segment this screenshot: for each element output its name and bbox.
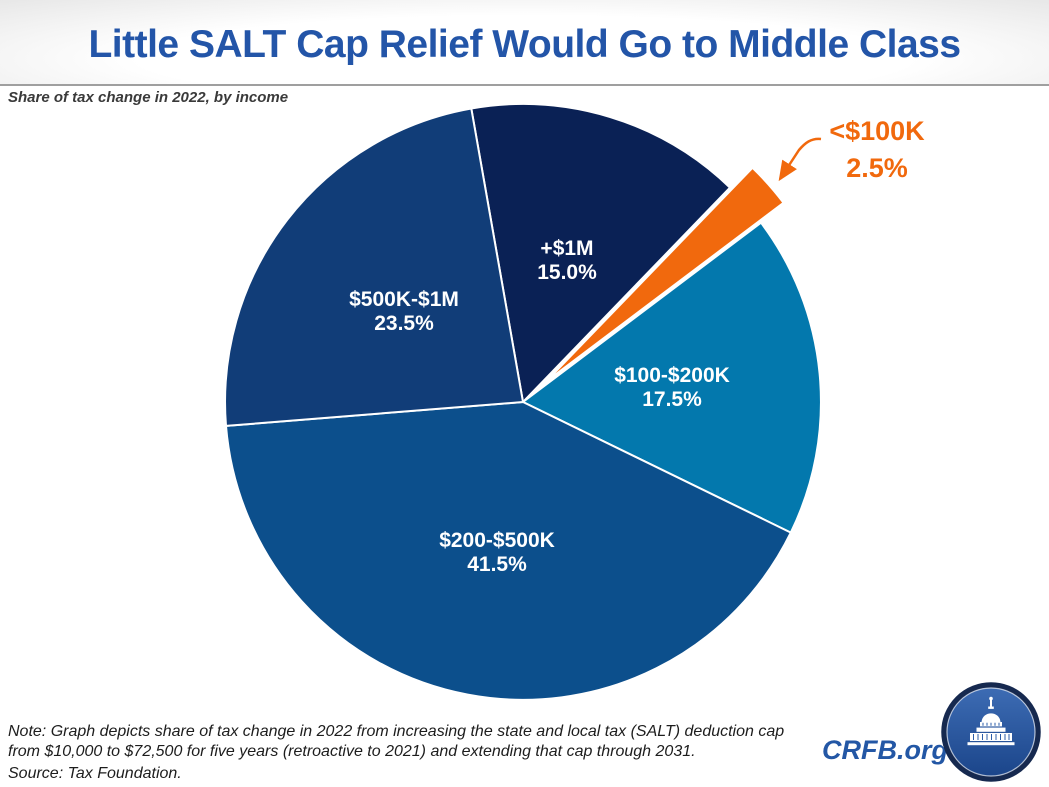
slice-label-value: 41.5% <box>467 553 527 576</box>
slice-label-text: $100-$200K <box>614 364 730 387</box>
header: Little SALT Cap Relief Would Go to Middl… <box>0 0 1049 86</box>
slice-label-text: $200-$500K <box>439 529 555 552</box>
chart-subtitle: Share of tax change in 2022, by income <box>8 89 289 106</box>
slice-label-500k-1m: $500K-$1M 23.5% <box>349 288 459 336</box>
slice-label-value: 15.0% <box>537 261 597 284</box>
crfb-org-label: CRFB.org <box>822 735 948 765</box>
callout-arrow-icon <box>778 137 822 182</box>
pie-slice-2 <box>522 221 822 534</box>
pie-slice-1 <box>544 166 785 384</box>
note-line-2: from $10,000 to $72,500 for five years (… <box>8 743 696 760</box>
slice-label-value: 23.5% <box>374 312 434 335</box>
pie-slice-0 <box>470 103 731 403</box>
slice-label-text: $500K-$1M <box>349 288 459 311</box>
pie-slice-3 <box>225 401 792 701</box>
capitol-logo-icon <box>941 682 1041 782</box>
note-line-1: Note: Graph depicts share of tax change … <box>8 723 785 740</box>
pie-slices <box>224 103 822 701</box>
slice-label-1m-plus: +$1M 15.0% <box>537 237 597 285</box>
callout-label-text: <$100K <box>829 116 925 146</box>
slice-label-text: +$1M <box>540 237 594 260</box>
slice-label-200k-500k: $200-$500K 41.5% <box>439 529 555 577</box>
note-text: Note: Graph depicts share of tax change … <box>8 722 784 762</box>
pie-slice-4 <box>224 107 524 427</box>
source-text: Source: Tax Foundation. <box>8 765 182 782</box>
callout-label-value: 2.5% <box>846 153 908 183</box>
capitol-columns <box>973 722 1010 740</box>
slice-callout-under-100k: <$100K 2.5% <box>829 113 924 187</box>
chart-title: Little SALT Cap Relief Would Go to Middl… <box>88 23 961 66</box>
slice-label-100k-200k: $100-$200K 17.5% <box>614 364 730 412</box>
slice-label-value: 17.5% <box>642 388 702 411</box>
